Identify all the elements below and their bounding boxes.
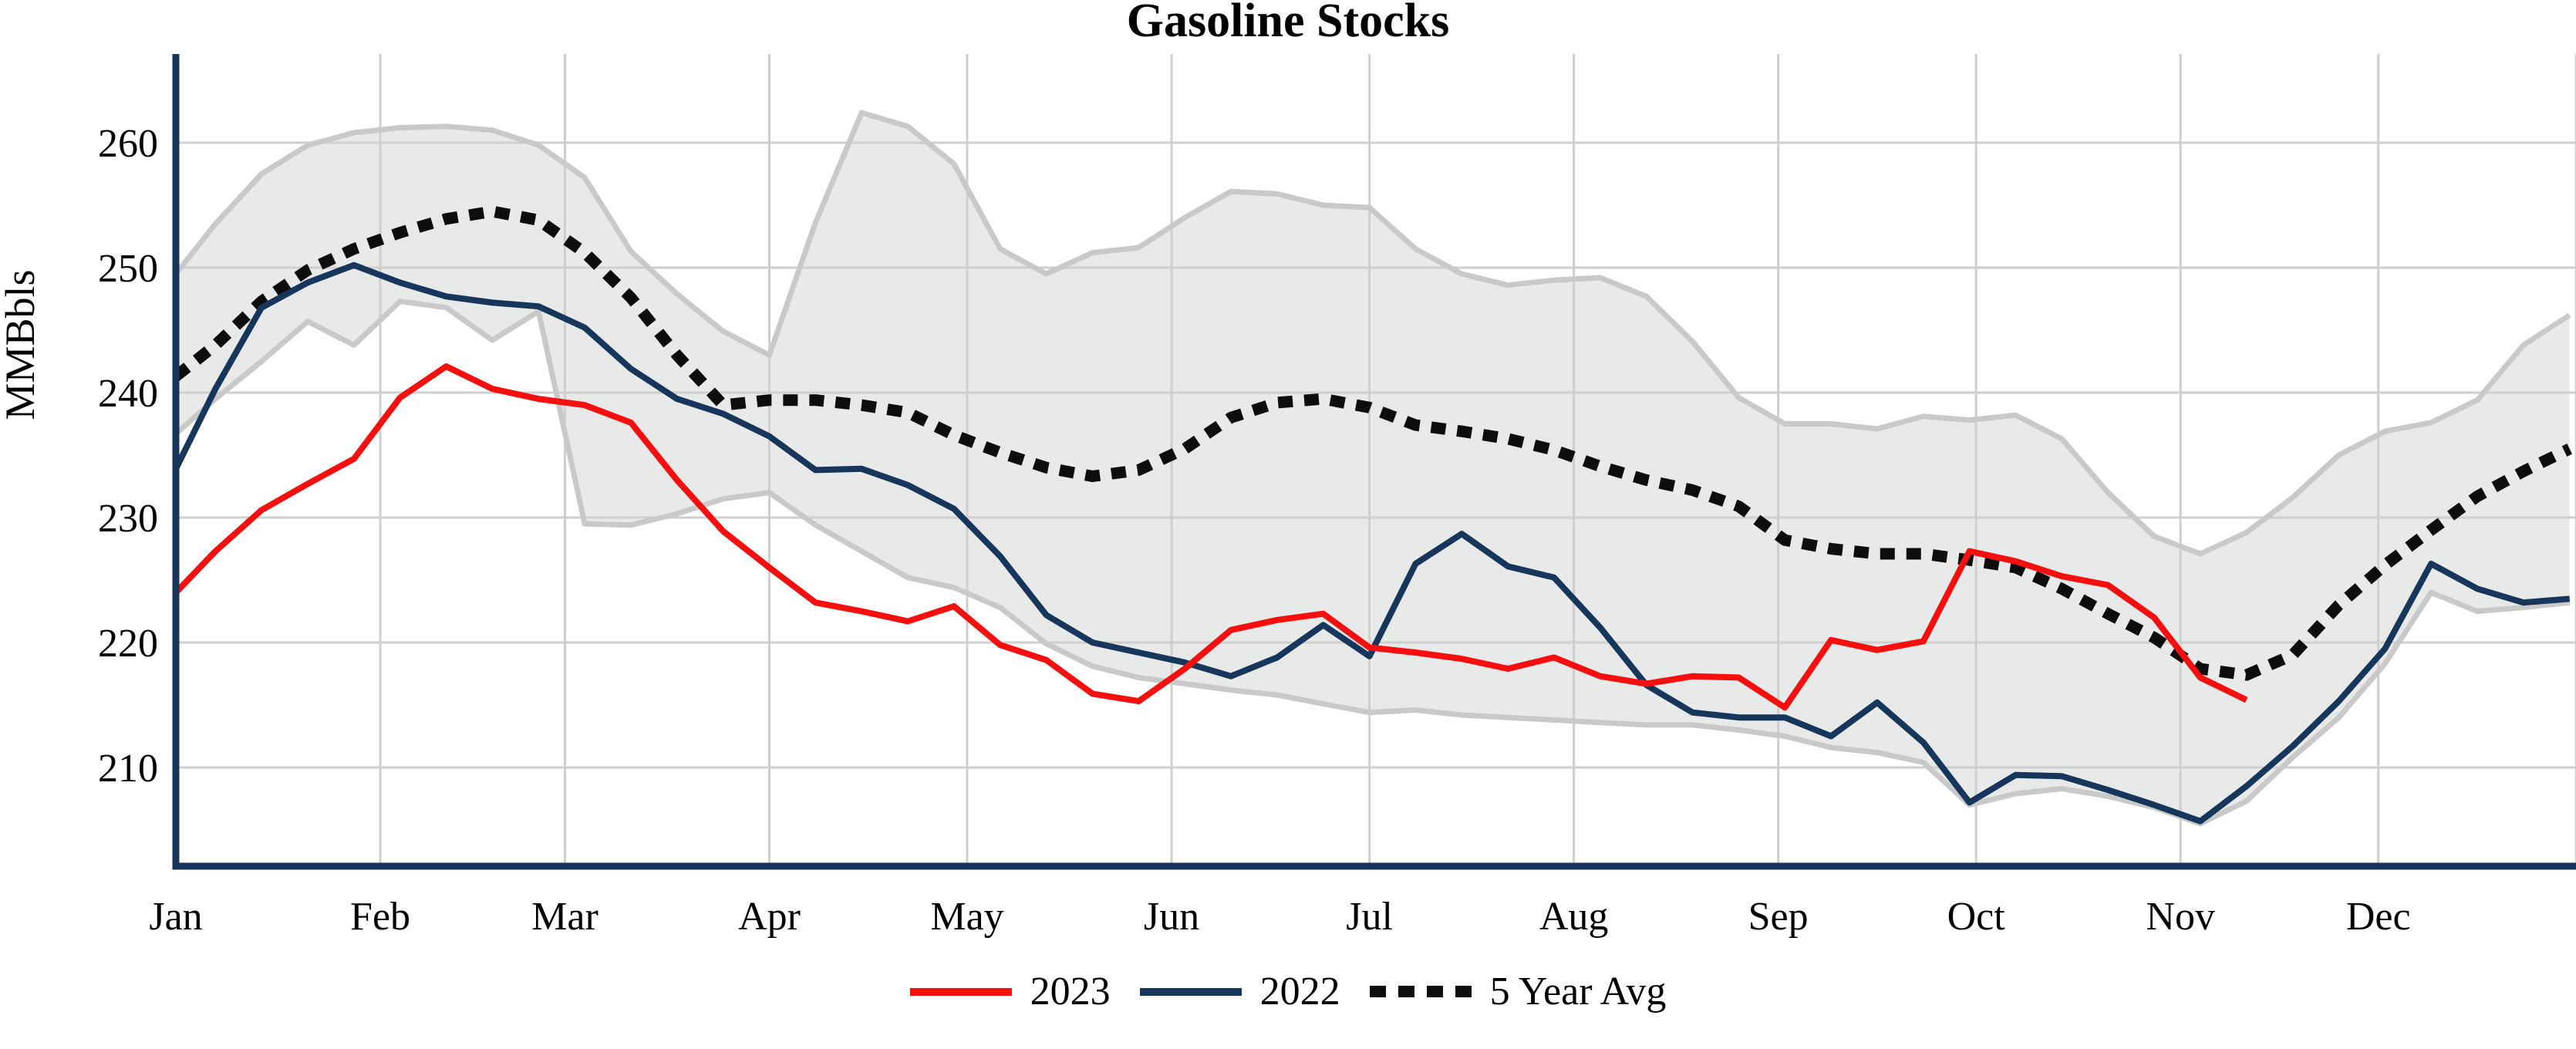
- svg-text:Aug: Aug: [1539, 895, 1609, 939]
- svg-text:240: 240: [98, 372, 158, 416]
- legend-item-5yr-avg: 5 Year Avg: [1369, 969, 1667, 1014]
- svg-text:Jun: Jun: [1144, 895, 1199, 939]
- svg-text:260: 260: [98, 122, 158, 166]
- legend-line-5yr-avg-swatch: [1369, 986, 1472, 997]
- legend-item-2023: 2023: [909, 969, 1111, 1014]
- svg-text:230: 230: [98, 497, 158, 541]
- svg-text:210: 210: [98, 747, 158, 791]
- svg-text:Oct: Oct: [1947, 895, 2006, 939]
- svg-text:Dec: Dec: [2346, 895, 2411, 939]
- legend-label-2022: 2022: [1259, 970, 1340, 1014]
- legend-item-2022: 2022: [1139, 969, 1340, 1014]
- svg-text:Mar: Mar: [531, 895, 598, 939]
- y-tick-labels: 210 220 230 240 250 260: [98, 122, 158, 791]
- svg-text:Feb: Feb: [350, 895, 410, 939]
- svg-text:Nov: Nov: [2146, 895, 2215, 939]
- legend-label-5yr-avg: 5 Year Avg: [1489, 970, 1667, 1014]
- x-tick-labels: Jan Feb Mar Apr May Jun Jul Aug Sep Oct Nov Dec: [149, 895, 2410, 939]
- legend-line-2022-swatch: [1139, 987, 1242, 996]
- band-upper-edge: [174, 110, 2571, 557]
- svg-text:Jul: Jul: [1346, 895, 1393, 939]
- svg-text:Jan: Jan: [149, 895, 202, 939]
- svg-text:Sep: Sep: [1748, 895, 1809, 939]
- legend-line-2023-swatch: [909, 987, 1012, 996]
- legend: 2023 2022 5 Year Avg: [0, 969, 2576, 1014]
- chart-title: Gasoline Stocks: [1126, 0, 1450, 47]
- legend-label-2023: 2023: [1030, 970, 1111, 1014]
- svg-text:250: 250: [98, 247, 158, 291]
- series-line-2022: [173, 261, 2571, 825]
- series-line-5-year-avg: [172, 205, 2572, 681]
- five-year-range-band: [176, 113, 2570, 824]
- svg-text:220: 220: [98, 622, 158, 666]
- svg-text:May: May: [930, 895, 1003, 939]
- svg-text:Apr: Apr: [738, 895, 801, 939]
- series-line-2023: [174, 363, 2248, 711]
